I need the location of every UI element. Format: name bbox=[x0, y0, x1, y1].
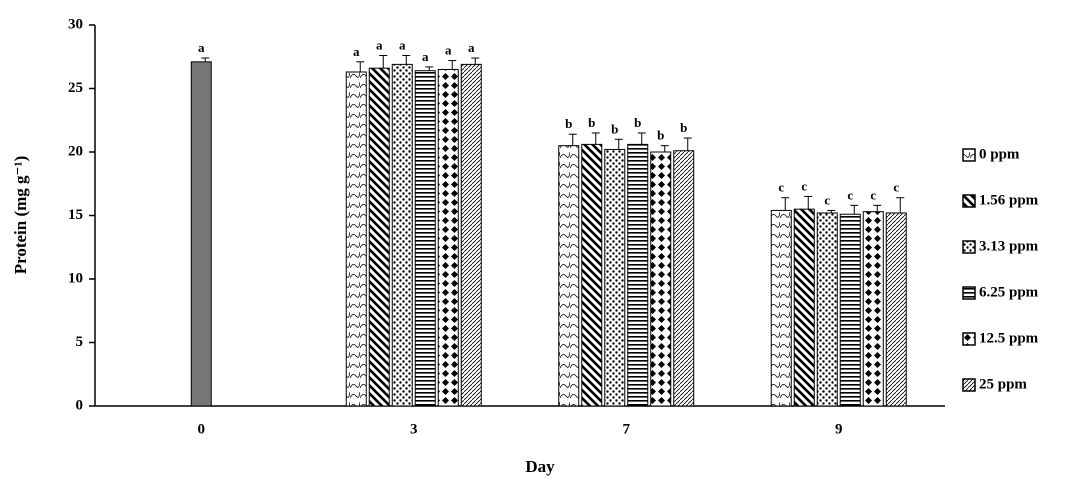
legend-label: 12.5 ppm bbox=[979, 330, 1039, 346]
bar bbox=[460, 63, 482, 407]
y-tick-label: 10 bbox=[68, 270, 83, 286]
x-tick-label: 7 bbox=[623, 421, 631, 437]
bar bbox=[770, 209, 792, 407]
bar-letter: c bbox=[778, 180, 784, 195]
bar bbox=[345, 71, 367, 407]
bar-letter: a bbox=[445, 43, 452, 58]
bar bbox=[558, 145, 580, 407]
bar bbox=[627, 143, 649, 407]
bar bbox=[391, 63, 413, 407]
y-tick-label: 30 bbox=[68, 16, 83, 32]
bar bbox=[673, 150, 695, 407]
legend-swatch bbox=[962, 378, 976, 392]
bar-letter: a bbox=[399, 37, 406, 52]
legend-swatch bbox=[962, 148, 976, 162]
bar bbox=[793, 208, 815, 407]
bar bbox=[437, 68, 459, 407]
legend-label: 0 ppm bbox=[979, 146, 1020, 162]
bar-letter: a bbox=[353, 44, 360, 59]
bar-letter: c bbox=[801, 178, 807, 193]
y-tick-label: 15 bbox=[68, 207, 83, 223]
x-axis-label: Day bbox=[525, 457, 555, 476]
legend-swatch bbox=[962, 332, 976, 346]
x-tick-label: 3 bbox=[410, 421, 418, 437]
bar bbox=[368, 67, 390, 407]
legend-label: 1.56 ppm bbox=[979, 192, 1039, 208]
bar-letter: b bbox=[611, 121, 618, 136]
bar-letter: c bbox=[847, 187, 853, 202]
y-axis-label: Protein (mg g⁻¹) bbox=[11, 156, 30, 275]
bar-letter: a bbox=[468, 40, 475, 55]
y-tick-label: 20 bbox=[68, 143, 83, 159]
y-tick-label: 0 bbox=[76, 397, 84, 413]
bar-letter: b bbox=[680, 120, 687, 135]
legend-swatch bbox=[962, 240, 976, 254]
bar bbox=[839, 213, 861, 407]
legend-label: 3.13 ppm bbox=[979, 238, 1039, 254]
bar-letter: c bbox=[824, 192, 830, 207]
legend-swatch bbox=[962, 194, 976, 208]
bar-letter: a bbox=[422, 49, 429, 64]
x-tick-label: 0 bbox=[198, 421, 206, 437]
bar-letter: b bbox=[634, 115, 641, 130]
bar bbox=[650, 151, 672, 407]
legend-label: 6.25 ppm bbox=[979, 284, 1039, 300]
bar bbox=[414, 70, 436, 407]
bar bbox=[581, 143, 603, 407]
legend-swatch bbox=[962, 286, 976, 300]
bar bbox=[816, 212, 838, 407]
bar-letter: b bbox=[657, 128, 664, 143]
y-tick-label: 25 bbox=[68, 80, 83, 96]
bar-letter: a bbox=[198, 40, 205, 55]
bar-letter: c bbox=[893, 180, 899, 195]
bar bbox=[604, 148, 626, 407]
bar bbox=[862, 211, 884, 407]
bar-letter: b bbox=[565, 116, 572, 131]
bar-letter: a bbox=[376, 37, 383, 52]
x-tick-label: 9 bbox=[835, 421, 843, 437]
bar-letter: b bbox=[588, 115, 595, 130]
bar bbox=[190, 61, 212, 407]
bar-letter: c bbox=[870, 187, 876, 202]
legend-label: 25 ppm bbox=[979, 376, 1027, 392]
y-tick-label: 5 bbox=[76, 334, 84, 350]
bar bbox=[885, 212, 907, 407]
